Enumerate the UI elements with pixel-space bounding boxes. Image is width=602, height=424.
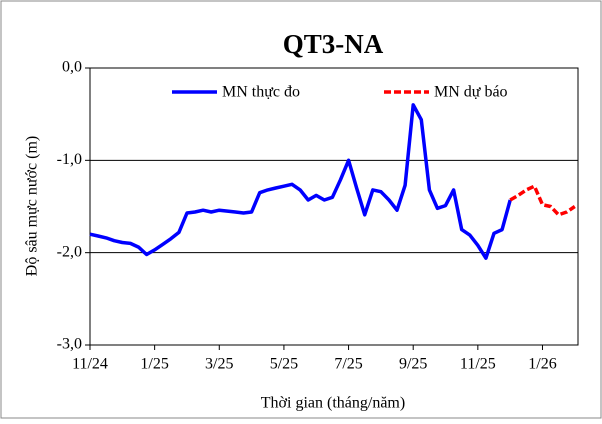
- x-tick-label: 9/25: [399, 356, 427, 373]
- x-tick-label: 7/25: [334, 356, 362, 373]
- plot-area: [89, 67, 579, 346]
- x-axis-label: Thời gian (tháng/năm): [261, 395, 405, 412]
- y-tick-label: -1,0: [57, 151, 82, 168]
- legend-label: MN dự báo: [434, 84, 508, 101]
- x-tick-label: 1/25: [140, 356, 168, 373]
- x-tick-label: 11/25: [460, 356, 496, 373]
- y-axis-label: Độ sâu mực nước (m): [24, 136, 41, 276]
- x-tick-label: 3/25: [205, 356, 233, 373]
- legend-label: MN thực đo: [222, 84, 300, 101]
- x-tick-label: 5/25: [270, 356, 298, 373]
- data-line: [509, 184, 576, 217]
- data-line: [89, 103, 512, 260]
- y-tick-label: -2,0: [57, 243, 82, 260]
- y-tick-label: 0,0: [62, 59, 82, 76]
- x-tick-label: 11/24: [72, 356, 108, 373]
- x-tick-label: 1/26: [528, 356, 556, 373]
- y-tick-label: -3,0: [57, 336, 82, 353]
- chart-title: QT3-NA: [283, 29, 384, 59]
